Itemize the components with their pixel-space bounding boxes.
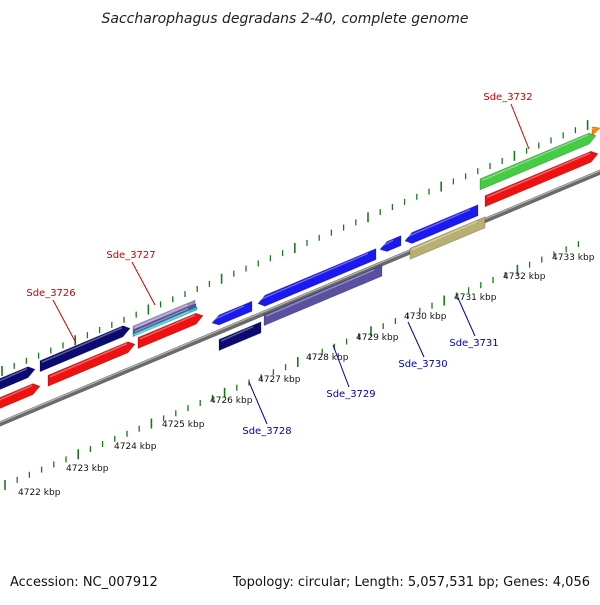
cds-feature	[0, 383, 41, 409]
outer-tick-ring	[1, 120, 589, 376]
tick-label: 4733 kbp	[552, 253, 595, 263]
cds-feature-shine	[139, 314, 196, 340]
gene-feature-sde-3727-c-shine	[134, 310, 190, 336]
gene-feature-sde-3727-a-shine	[134, 304, 188, 329]
gene-feature-sde-3731	[409, 216, 486, 260]
gene-feature-blue	[379, 234, 402, 252]
gene-feature-sde-3725	[0, 366, 36, 390]
map-title: Saccharophagus degradans 2-40, complete …	[102, 11, 469, 27]
gene-feature-blue	[211, 300, 253, 326]
accession-text: Accession: NC_007912	[10, 575, 158, 590]
tick-label: 4732 kbp	[503, 272, 546, 282]
cds-feature	[137, 312, 204, 350]
tick-label: 4723 kbp	[66, 464, 109, 474]
gene-callouts: Sde_3726 Sde_3727 Sde_3732 Sde_3728 Sde_3729…	[26, 92, 532, 437]
gene-feature-blue	[257, 247, 377, 307]
gene-feature-sde-3728-shine	[220, 326, 254, 342]
cds-feature	[47, 341, 136, 387]
cds-feature-shine	[0, 384, 33, 401]
gene-label-sde-3729: Sde_3729	[326, 389, 375, 400]
tick-labels: 4722 kbp 4723 kbp 4724 kbp 4725 kbp 4726 kbp…	[18, 253, 595, 498]
tick-label: 4724 kbp	[114, 442, 157, 452]
gene-label-sde-3727-leader	[131, 261, 156, 306]
genome-summary-text: Topology: circular; Length: 5,057,531 bp…	[232, 575, 590, 590]
gene-feature-sde-3727-b-shine	[134, 307, 189, 333]
gene-label-sde-3728-leader	[248, 381, 268, 425]
cds-feature-shine	[49, 343, 128, 378]
tick-label: 4728 kbp	[306, 353, 349, 363]
gene-feature-sde-3726	[39, 325, 131, 373]
gene-feature-sde-3728	[218, 321, 262, 352]
gene-label-sde-3732-leader	[510, 103, 530, 150]
gene-label-sde-3730-leader	[407, 321, 425, 358]
gene-label-sde-3731: Sde_3731	[449, 338, 498, 349]
gene-label-sde-3731-leader	[457, 297, 476, 337]
inner-tick-ring	[4, 241, 580, 490]
gene-label-sde-3727: Sde_3727	[106, 250, 155, 261]
gene-feature-sde-3729	[263, 264, 383, 327]
gene-feature-blue	[404, 204, 479, 244]
genome-backbone	[0, 169, 600, 427]
gene-label-sde-3726: Sde_3726	[26, 288, 75, 299]
cds-feature	[484, 150, 599, 208]
tick-label: 4727 kbp	[258, 375, 301, 385]
gene-label-sde-3732: Sde_3732	[483, 92, 532, 103]
tick-label: 4730 kbp	[404, 312, 447, 322]
gene-feature-blue-shine	[259, 252, 369, 301]
gene-label-sde-3728: Sde_3728	[242, 426, 291, 437]
gene-feature-sde-3726-shine	[41, 327, 123, 363]
tick-label: 4725 kbp	[162, 420, 205, 430]
genome-backbone-highlight	[0, 170, 600, 423]
gene-feature-blue-shine	[381, 239, 394, 247]
gene-feature-blue-shine	[213, 305, 245, 321]
gene-feature-orange	[591, 126, 600, 137]
cds-feature-shine	[486, 152, 591, 198]
gene-feature-sde-3732-shine	[481, 134, 589, 182]
gene-feature-sde-3729-shine	[265, 269, 375, 317]
tick-label: 4722 kbp	[18, 488, 61, 498]
gene-label-sde-3726-leader	[52, 299, 77, 344]
tick-label: 4726 kbp	[210, 396, 253, 406]
gene-feature-sde-3727-c	[132, 306, 198, 338]
gene-features	[0, 126, 600, 409]
gene-label-sde-3730: Sde_3730	[398, 359, 447, 370]
tick-label: 4731 kbp	[454, 293, 497, 303]
gene-feature-sde-3731-shine	[411, 221, 478, 251]
gene-feature-sde-3732	[479, 132, 597, 191]
gene-feature-sde-3725-shine	[0, 368, 28, 382]
gene-feature-blue-shine	[406, 208, 471, 238]
tick-label: 4729 kbp	[356, 333, 399, 343]
gene-label-sde-3729-leader	[332, 344, 350, 388]
gene-feature-sde-3727-a	[132, 299, 196, 331]
